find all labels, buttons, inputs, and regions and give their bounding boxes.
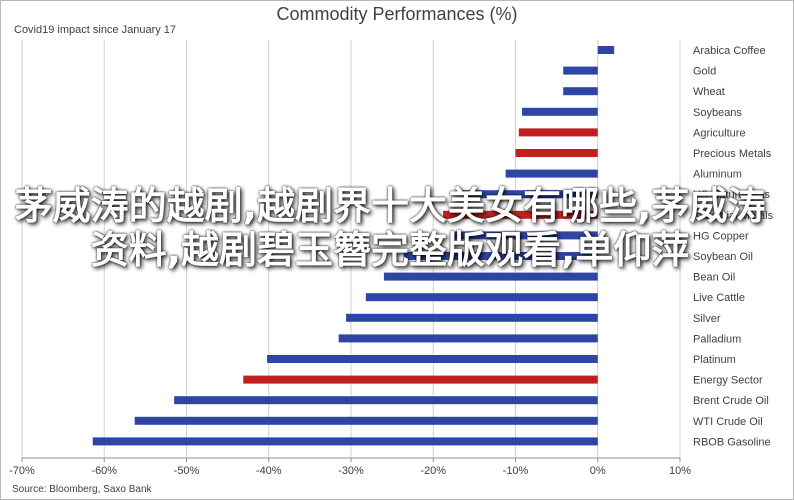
bar: [403, 252, 598, 260]
x-tick-label: 0%: [590, 465, 606, 477]
bar: [383, 272, 598, 281]
x-tick-label: -30%: [338, 465, 364, 477]
bar: [522, 107, 598, 116]
category-label: WTI Crude Oil: [693, 416, 763, 428]
bar: [505, 169, 598, 178]
bar: [515, 149, 598, 157]
category-label: Energy Sector: [693, 375, 763, 387]
category-label: Palladium: [693, 333, 741, 345]
bar: [518, 128, 598, 137]
chart-source: Source: Bloomberg, Saxo Bank: [12, 484, 152, 495]
bar: [563, 87, 598, 96]
x-tick-label: -40%: [256, 465, 282, 477]
category-label: Brent Crude Oil: [693, 395, 769, 407]
x-tick-label: -10%: [503, 465, 529, 477]
x-tick-label: -20%: [420, 465, 446, 477]
x-tick-label: -50%: [174, 465, 200, 477]
category-label: Arabica Coffee: [693, 45, 766, 57]
chart-subtitle: Covid19 impact since January 17: [14, 24, 177, 36]
bar: [174, 396, 598, 405]
category-label: Soybean Oil: [693, 251, 753, 263]
category-label: HG Copper: [693, 230, 749, 242]
category-label: US Natural Gas: [693, 189, 771, 201]
category-label: Gold: [693, 66, 716, 78]
x-tick-label: 10%: [669, 465, 691, 477]
x-tick-label: -60%: [91, 465, 117, 477]
bar: [338, 334, 598, 343]
category-label: Platinum: [693, 354, 736, 366]
bar: [267, 355, 598, 363]
category-label: RBOB Gasoline: [693, 436, 771, 448]
bar: [243, 375, 598, 384]
bar: [346, 313, 598, 322]
bar: [563, 66, 598, 75]
category-label: Agriculture: [693, 127, 746, 139]
bar: [365, 293, 598, 302]
category-label: Precious Metals: [693, 148, 772, 160]
bar: [92, 437, 598, 446]
bar: [462, 190, 598, 199]
chart-title: Commodity Performances (%): [276, 4, 518, 24]
bar: [597, 46, 615, 54]
bar: [454, 231, 598, 240]
category-label: Wheat: [693, 86, 725, 98]
category-label: Industrial Metals: [693, 210, 774, 222]
bar: [443, 210, 598, 219]
category-label: Aluminum: [693, 169, 742, 181]
bar: [134, 416, 598, 425]
category-label: Live Cattle: [693, 292, 745, 304]
category-label: Bean Oil: [693, 272, 735, 284]
category-label: Silver: [693, 313, 721, 325]
x-tick-label: -70%: [9, 465, 35, 477]
category-label: Soybeans: [693, 107, 742, 119]
